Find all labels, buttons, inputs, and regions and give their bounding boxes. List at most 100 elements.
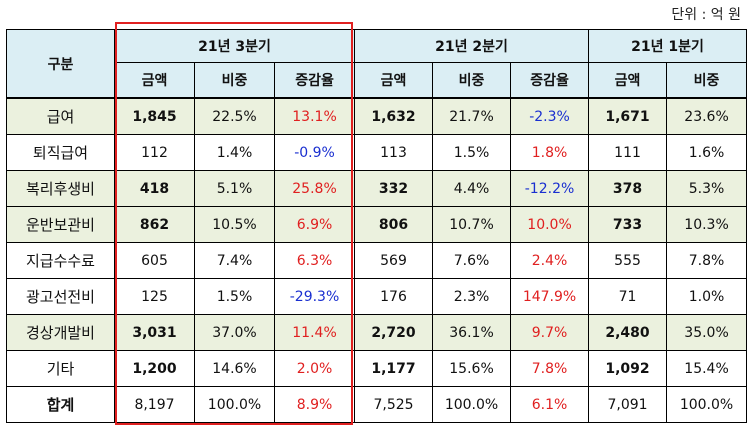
share-cell: 100.0%	[666, 386, 748, 423]
share-cell: 14.6%	[194, 350, 275, 387]
change-cell: 25.8%	[273, 170, 356, 207]
header-period-q3: 21년 3분기	[113, 29, 356, 63]
row-label: 퇴직급여	[6, 134, 115, 171]
amount-cell: 71	[588, 278, 668, 315]
share-cell: 7.8%	[666, 242, 748, 279]
change-cell: 1.8%	[510, 134, 590, 171]
share-cell: 35.0%	[666, 314, 748, 351]
row-label: 기타	[6, 350, 115, 387]
share-cell: 15.4%	[666, 350, 748, 387]
amount-cell: 2,720	[354, 314, 434, 351]
amount-cell: 1,671	[588, 97, 668, 135]
header-period-q2: 21년 2분기	[354, 29, 590, 63]
share-cell: 10.7%	[432, 206, 512, 243]
change-cell: 8.9%	[273, 386, 356, 423]
row-label: 운반보관비	[6, 206, 115, 243]
table-row: 지급수수료 605 7.4% 6.3% 569 7.6% 2.4% 555 7.…	[6, 242, 748, 279]
header-share: 비중	[194, 62, 275, 99]
share-cell: 1.0%	[666, 278, 748, 315]
change-cell: 6.9%	[273, 206, 356, 243]
share-cell: 7.4%	[194, 242, 275, 279]
amount-cell: 862	[114, 206, 195, 243]
amount-cell: 3,031	[114, 314, 195, 351]
row-label: 경상개발비	[6, 314, 115, 351]
amount-cell: 378	[588, 170, 668, 207]
row-label: 급여	[6, 97, 115, 135]
amount-cell: 1,200	[114, 350, 195, 387]
amount-cell: 112	[114, 134, 195, 171]
amount-cell: 2,480	[588, 314, 668, 351]
amount-cell: 8,197	[114, 386, 195, 423]
header-share: 비중	[432, 62, 512, 99]
change-cell: 147.9%	[510, 278, 590, 315]
amount-cell: 113	[354, 134, 434, 171]
table-row: 급여 1,845 22.5% 13.1% 1,632 21.7% -2.3% 1…	[6, 97, 748, 135]
amount-cell: 733	[588, 206, 668, 243]
table-row: 복리후생비 418 5.1% 25.8% 332 4.4% -12.2% 378…	[6, 170, 748, 207]
amount-cell: 418	[114, 170, 195, 207]
amount-cell: 555	[588, 242, 668, 279]
share-cell: 100.0%	[194, 386, 275, 423]
header-change: 증감율	[510, 62, 590, 99]
change-cell: 11.4%	[273, 314, 356, 351]
share-cell: 7.6%	[432, 242, 512, 279]
change-cell: 9.7%	[510, 314, 590, 351]
share-cell: 4.4%	[432, 170, 512, 207]
table-row: 퇴직급여 112 1.4% -0.9% 113 1.5% 1.8% 111 1.…	[6, 134, 748, 171]
table-row: 광고선전비 125 1.5% -29.3% 176 2.3% 147.9% 71…	[6, 278, 748, 315]
share-cell: 2.3%	[432, 278, 512, 315]
share-cell: 36.1%	[432, 314, 512, 351]
change-cell: -29.3%	[273, 278, 356, 315]
row-label: 합계	[6, 386, 115, 423]
share-cell: 15.6%	[432, 350, 512, 387]
amount-cell: 1,632	[354, 97, 434, 135]
unit-label: 단위 : 억 원	[671, 7, 741, 23]
amount-cell: 111	[588, 134, 668, 171]
change-cell: 13.1%	[273, 97, 356, 135]
share-cell: 1.5%	[194, 278, 275, 315]
change-cell: 2.4%	[510, 242, 590, 279]
share-cell: 1.6%	[666, 134, 748, 171]
share-cell: 100.0%	[432, 386, 512, 423]
header-category: 구분	[6, 29, 115, 99]
expense-table: 구분 21년 3분기 21년 2분기 21년 1분기 금액 비중 증감율 금액 …	[6, 29, 748, 423]
amount-cell: 332	[354, 170, 434, 207]
change-cell: 7.8%	[510, 350, 590, 387]
share-cell: 10.3%	[666, 206, 748, 243]
amount-cell: 1,177	[354, 350, 434, 387]
amount-cell: 125	[114, 278, 195, 315]
header-amount: 금액	[114, 62, 195, 99]
row-label: 복리후생비	[6, 170, 115, 207]
change-cell: 10.0%	[510, 206, 590, 243]
amount-cell: 1,845	[114, 97, 195, 135]
header-amount: 금액	[588, 62, 668, 99]
row-label: 광고선전비	[6, 278, 115, 315]
row-label: 지급수수료	[6, 242, 115, 279]
amount-cell: 7,091	[588, 386, 668, 423]
table-row-total: 합계 8,197 100.0% 8.9% 7,525 100.0% 6.1% 7…	[6, 386, 748, 423]
amount-cell: 806	[354, 206, 434, 243]
share-cell: 23.6%	[666, 97, 748, 135]
change-cell: 2.0%	[273, 350, 356, 387]
share-cell: 10.5%	[194, 206, 275, 243]
share-cell: 22.5%	[194, 97, 275, 135]
share-cell: 5.1%	[194, 170, 275, 207]
share-cell: 5.3%	[666, 170, 748, 207]
change-cell: -2.3%	[510, 97, 590, 135]
share-cell: 21.7%	[432, 97, 512, 135]
share-cell: 37.0%	[194, 314, 275, 351]
header-change: 증감율	[273, 62, 356, 99]
change-cell: 6.3%	[273, 242, 356, 279]
header-share: 비중	[666, 62, 748, 99]
table-row: 경상개발비 3,031 37.0% 11.4% 2,720 36.1% 9.7%…	[6, 314, 748, 351]
share-cell: 1.4%	[194, 134, 275, 171]
amount-cell: 7,525	[354, 386, 434, 423]
amount-cell: 605	[114, 242, 195, 279]
change-cell: 6.1%	[510, 386, 590, 423]
header-period-q1: 21년 1분기	[588, 29, 748, 63]
share-cell: 1.5%	[432, 134, 512, 171]
amount-cell: 1,092	[588, 350, 668, 387]
header-amount: 금액	[354, 62, 434, 99]
table-row: 운반보관비 862 10.5% 6.9% 806 10.7% 10.0% 733…	[6, 206, 748, 243]
change-cell: -0.9%	[273, 134, 356, 171]
